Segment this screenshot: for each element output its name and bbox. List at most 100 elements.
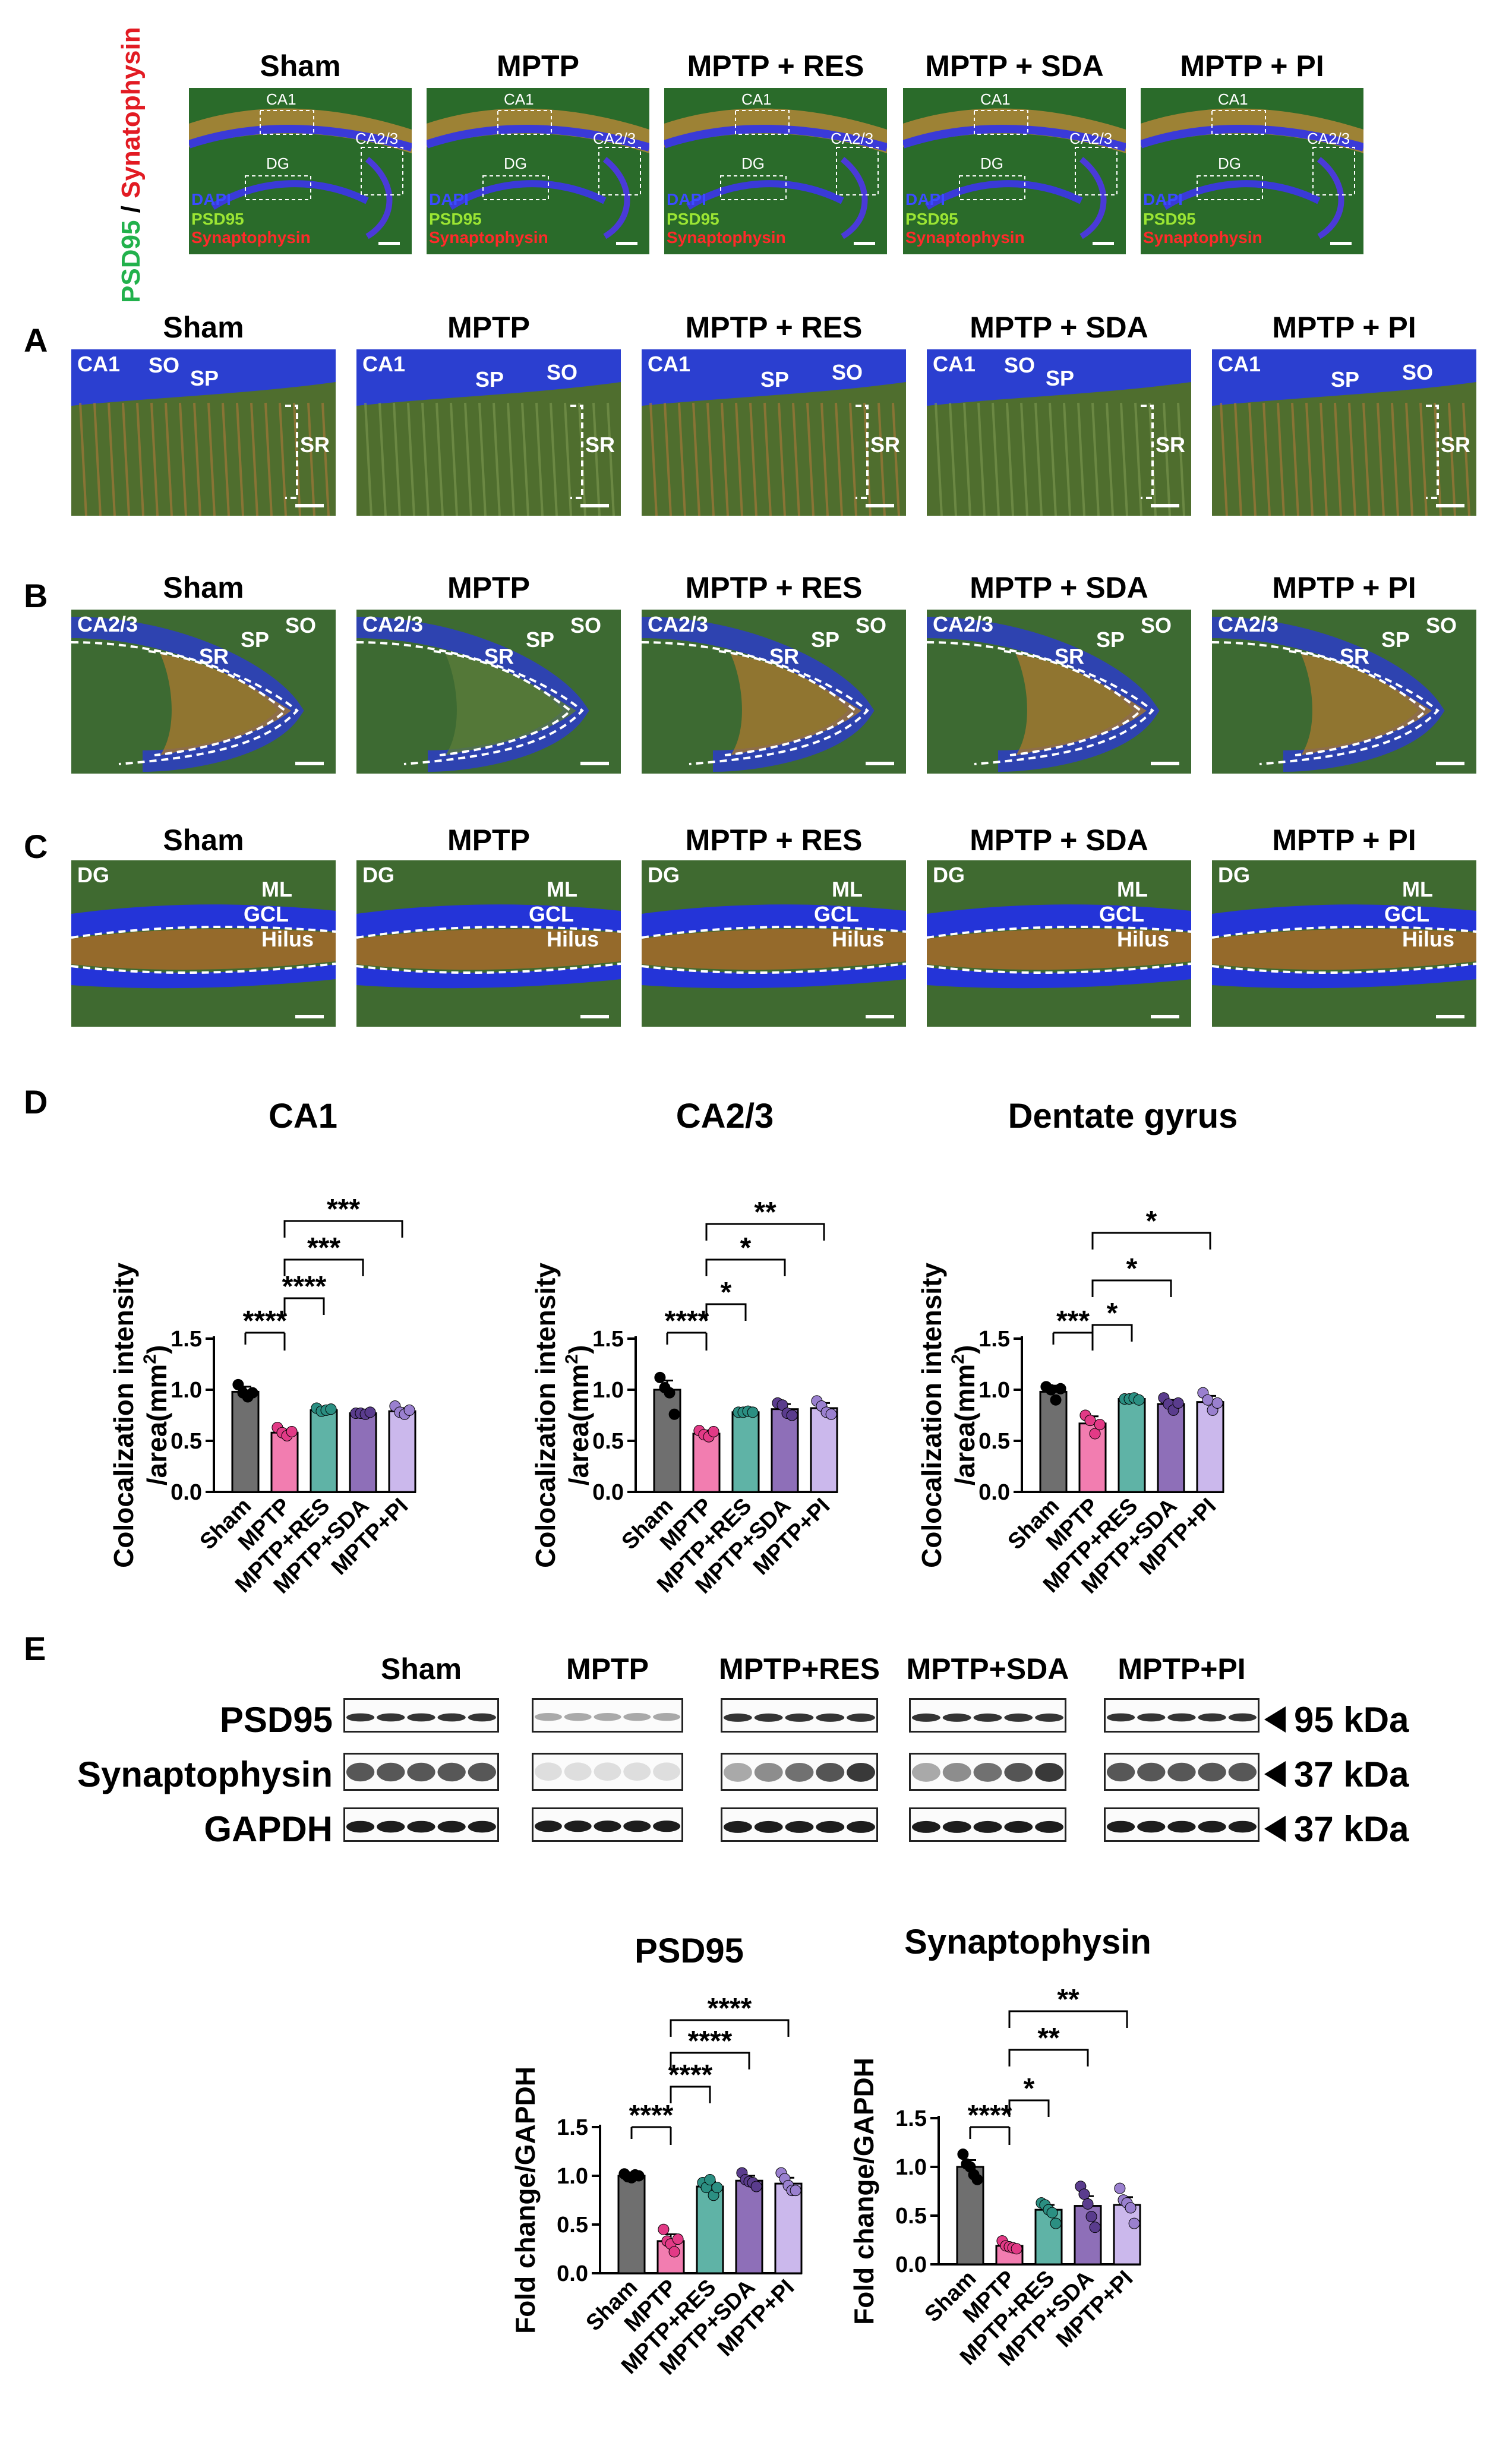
data-point <box>704 2174 716 2186</box>
scale-bar <box>378 242 400 245</box>
data-point <box>633 2170 645 2182</box>
overview-label-dg: DG <box>504 154 527 172</box>
region-label: CA1 <box>362 352 406 376</box>
layer-sp: SP <box>190 366 219 390</box>
y-tick-label: 1.5 <box>592 1327 624 1352</box>
row-b-title-mptp-pi: MPTP + PI <box>1272 571 1416 604</box>
overview-channel-dapi: DAPI <box>905 190 945 209</box>
y-tick-label: 1.0 <box>978 1378 1010 1403</box>
y-axis-label: Fold change/GAPDH <box>848 2058 879 2325</box>
side-label-sep: / <box>116 198 146 220</box>
wb-kda-label: 95 kDa <box>1294 1700 1409 1740</box>
overview-channel-synaptophysin: Synaptophysin <box>1143 228 1262 247</box>
blot-psd95-mptp-pi <box>1104 1698 1260 1733</box>
blot-gapdh-mptp <box>532 1807 683 1842</box>
y-tick-label: 0.0 <box>978 1480 1010 1505</box>
side-label-synatophysin: Synatophysin <box>116 27 146 198</box>
row-a-title-mptp: MPTP <box>447 311 530 344</box>
significance-bracket: **** <box>629 2100 674 2145</box>
data-point <box>247 1387 258 1399</box>
overview-channel-psd95: PSD95 <box>905 210 958 228</box>
significance-bracket: ** <box>1008 1984 1128 2028</box>
data-point <box>708 1426 719 1438</box>
data-point <box>790 2185 801 2197</box>
wb-kda-label: 37 kDa <box>1294 1755 1409 1794</box>
overview-label-ca23: CA2/3 <box>593 130 636 147</box>
data-point <box>1211 1397 1223 1409</box>
wb-arrow-icon <box>1264 1816 1286 1842</box>
data-point <box>1094 1418 1106 1430</box>
bar-MPTP <box>692 1433 721 1493</box>
row-a-title-mptp-sda: MPTP + SDA <box>970 311 1148 344</box>
overview-channel-synaptophysin: Synaptophysin <box>905 228 1025 247</box>
bar-MPTP+PI <box>1113 2204 1141 2266</box>
overview-channel-psd95: PSD95 <box>429 210 482 228</box>
wb-group-mptp: MPTP <box>566 1652 649 1686</box>
layer-so: SO <box>570 613 602 638</box>
row-c-title-sham: Sham <box>163 824 244 857</box>
overview-channel-synaptophysin: Synaptophysin <box>429 228 548 247</box>
overview-label-ca23: CA2/3 <box>1307 130 1350 147</box>
data-point <box>668 2246 680 2258</box>
row-c-title-mptp-sda: MPTP + SDA <box>970 824 1148 857</box>
scale-bar <box>1436 504 1464 507</box>
region-label: DG <box>1218 863 1250 887</box>
row-b-title-sham: Sham <box>163 571 244 604</box>
data-point <box>1046 2207 1058 2219</box>
blot-gapdh-mptp-pi <box>1104 1807 1260 1842</box>
overview-channel-dapi: DAPI <box>191 190 231 209</box>
wb-kda-label: 37 kDa <box>1294 1809 1409 1849</box>
blot-psd95-sham <box>343 1698 499 1733</box>
significance-bracket: **** <box>670 1993 790 2037</box>
layer-sp: SP <box>760 367 790 392</box>
data-point <box>1082 2198 1094 2210</box>
bar-Sham <box>653 1389 681 1493</box>
y-tick-label: 1.5 <box>895 2106 927 2131</box>
region-label: CA2/3 <box>933 612 994 636</box>
overview-image-mptp-res: CA1 CA2/3 DG DAPI PSD95 Synaptophysin <box>664 88 887 254</box>
significance-label: *** <box>1056 1305 1090 1337</box>
wb-row-label-gapdh: GAPDH <box>204 1809 333 1849</box>
overview-channel-psd95: PSD95 <box>191 210 244 228</box>
overview-label-ca23: CA2/3 <box>1069 130 1113 147</box>
y-axis-label: Colocalization intensity/area(mm2) <box>108 1263 172 1568</box>
scale-bar <box>295 1015 324 1018</box>
bar-MPTP+SDA <box>1157 1403 1185 1493</box>
overview-channel-dapi: DAPI <box>429 190 469 209</box>
overview-image-sham: CA1 CA2/3 DG DAPI PSD95 Synaptophysin <box>189 88 412 254</box>
chart-ca1: CA1 0.0 0.5 1.0 1.5 Colocalization intensity/… <box>59 1096 475 1598</box>
blot-synaptophysin-mptp-res <box>721 1753 878 1791</box>
data-point <box>1202 1394 1214 1406</box>
scale-bar <box>295 504 324 507</box>
layer-sp: SP <box>526 627 555 652</box>
micrograph-a-mptp-sda: SO SP SR CA1 <box>927 349 1191 516</box>
region-label: DG <box>362 863 394 887</box>
y-tick-label: 0.5 <box>557 2213 588 2238</box>
y-tick-label: 0.5 <box>171 1429 202 1454</box>
layer-so: SO <box>856 613 887 638</box>
significance-bracket: **** <box>243 1305 288 1351</box>
bar-MPTP+RES <box>1118 1397 1146 1493</box>
bar-MPTP+RES <box>310 1409 338 1493</box>
micrograph-a-mptp-res: SO SP SR CA1 <box>642 349 906 516</box>
significance-label: * <box>1107 1298 1118 1329</box>
wb-group-mptp-sda: MPTP+SDA <box>906 1652 1069 1686</box>
data-point <box>286 1426 298 1438</box>
row-b-title-mptp-res: MPTP + RES <box>685 571 863 604</box>
significance-label: *** <box>327 1194 360 1225</box>
y-tick-label: 1.5 <box>978 1327 1010 1352</box>
overview-label-ca1: CA1 <box>980 90 1011 108</box>
overview-title-mptp-sda: MPTP + SDA <box>925 49 1104 83</box>
significance-bracket: **** <box>968 2100 1012 2145</box>
layer-gcl: GCL <box>529 902 574 926</box>
scale-bar <box>580 504 609 507</box>
micrograph-c-mptp-sda: ML GCL Hilus DG <box>927 860 1191 1027</box>
scale-bar <box>616 242 637 245</box>
data-point <box>825 1408 837 1420</box>
significance-bracket: * <box>705 1232 786 1276</box>
y-tick-label: 0.0 <box>557 2261 588 2286</box>
blot-psd95-mptp-sda <box>909 1698 1066 1733</box>
micrograph-b-mptp: SO SP SR CA2/3 <box>356 610 621 774</box>
